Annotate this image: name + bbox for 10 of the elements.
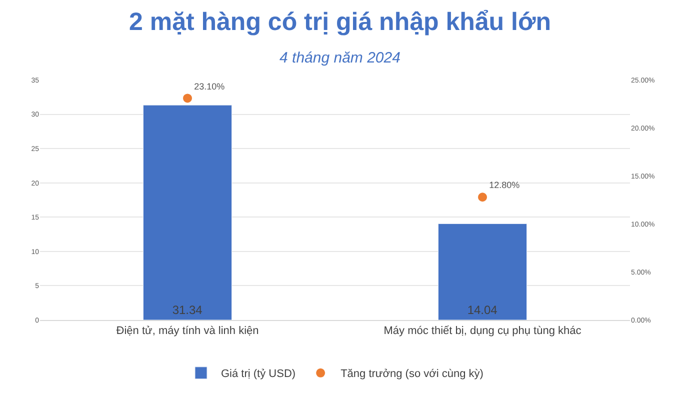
data-label: 12.80% xyxy=(489,180,520,190)
x-tick-label: Điện tử, máy tính và linh kiện xyxy=(116,325,259,338)
chart-title: 2 mặt hàng có trị giá nhập khẩu lớn xyxy=(129,8,551,36)
x-tick-label: Máy móc thiết bị, dụng cụ phụ tùng khác xyxy=(384,325,582,338)
data-label: 31.34 xyxy=(172,303,203,317)
data-label: 23.10% xyxy=(194,81,225,92)
legend-label: Tăng trưởng (so với cùng kỳ) xyxy=(340,368,484,380)
chart-subtitle: 4 tháng năm 2024 xyxy=(280,49,400,66)
legend-label: Giá trị (tỷ USD) xyxy=(221,368,296,380)
data-label: 14.04 xyxy=(467,303,498,317)
